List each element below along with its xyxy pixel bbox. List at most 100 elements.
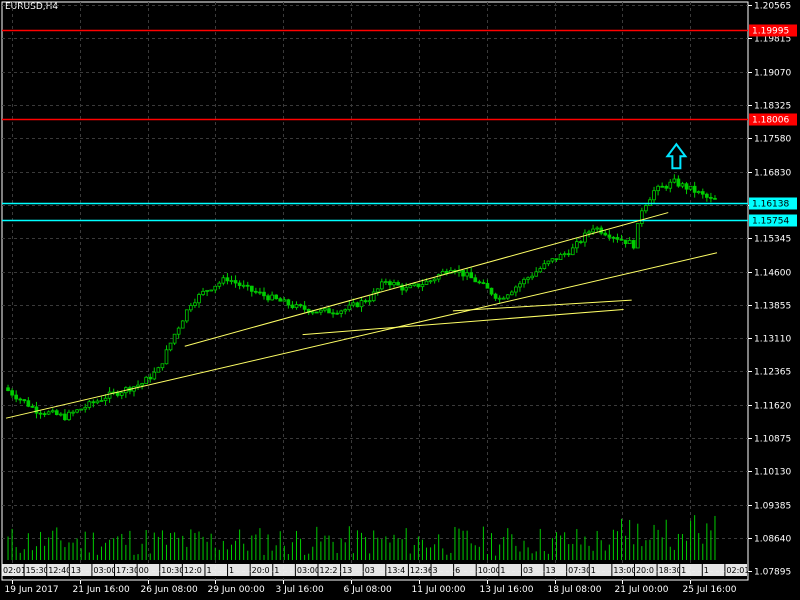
time-label-box bbox=[454, 564, 476, 576]
time-label-box bbox=[160, 564, 182, 576]
up-arrow-icon[interactable] bbox=[665, 142, 688, 170]
candle bbox=[635, 223, 640, 249]
candle bbox=[225, 272, 230, 285]
time-label: 1 bbox=[591, 566, 596, 575]
candle bbox=[359, 297, 364, 312]
candle bbox=[347, 300, 352, 312]
candle bbox=[676, 175, 681, 188]
time-label: 20:0 bbox=[252, 566, 270, 575]
trendline[interactable] bbox=[5, 252, 718, 419]
time-label: 00 bbox=[139, 566, 149, 575]
candle bbox=[111, 388, 116, 396]
candle bbox=[497, 295, 502, 304]
candle bbox=[444, 268, 449, 276]
time-label: 13 bbox=[546, 566, 556, 575]
candle bbox=[103, 394, 108, 406]
candle bbox=[489, 287, 494, 296]
candle bbox=[71, 409, 75, 417]
time-label: 18:30 bbox=[659, 566, 682, 575]
candle bbox=[245, 281, 250, 291]
x-tick-label: 11 Jul 00:00 bbox=[412, 585, 466, 595]
y-tick-label: 1.08640 bbox=[754, 535, 791, 545]
candle bbox=[59, 412, 63, 417]
time-label-box bbox=[228, 564, 250, 576]
candle bbox=[50, 408, 55, 414]
candle bbox=[692, 181, 697, 198]
time-label: 02:01 bbox=[3, 566, 26, 575]
time-label: 13:00 bbox=[613, 566, 636, 575]
candle bbox=[233, 275, 238, 288]
candle bbox=[343, 308, 348, 315]
candle bbox=[282, 297, 287, 302]
candle bbox=[323, 308, 327, 313]
candle bbox=[705, 192, 709, 202]
candle bbox=[379, 278, 384, 291]
time-label-box bbox=[702, 564, 725, 576]
candle bbox=[124, 386, 128, 398]
time-label-box bbox=[657, 564, 680, 576]
time-label-box bbox=[341, 564, 363, 576]
time-label-box bbox=[612, 564, 634, 576]
candle bbox=[481, 279, 486, 285]
price-badge-label: 1.18006 bbox=[752, 116, 789, 126]
candle bbox=[18, 397, 23, 404]
candle bbox=[587, 229, 591, 238]
candle bbox=[152, 367, 157, 381]
y-tick-label: 1.17580 bbox=[754, 135, 791, 145]
candle bbox=[144, 375, 148, 384]
candle bbox=[30, 403, 35, 408]
candle bbox=[575, 237, 579, 253]
candle bbox=[14, 390, 18, 403]
candle bbox=[550, 258, 555, 264]
price-badge bbox=[749, 214, 797, 227]
candle bbox=[570, 243, 575, 256]
time-label: 03:00 bbox=[93, 566, 116, 575]
candle bbox=[209, 289, 213, 292]
time-label: 03:00 bbox=[297, 566, 320, 575]
candle bbox=[522, 277, 526, 288]
time-label: 03 bbox=[365, 566, 375, 575]
x-tick-label: 21 Jun 16:00 bbox=[73, 585, 130, 595]
y-tick-label: 1.15345 bbox=[754, 235, 791, 245]
candle bbox=[229, 275, 234, 285]
candle bbox=[688, 185, 693, 191]
candle bbox=[164, 345, 169, 365]
x-tick-label: 29 Jun 00:00 bbox=[208, 585, 265, 595]
candle bbox=[396, 280, 400, 286]
time-label: 20:0 bbox=[636, 566, 654, 575]
trendline[interactable] bbox=[184, 212, 669, 347]
candle bbox=[172, 333, 177, 346]
time-label: 17:30 bbox=[116, 566, 139, 575]
candle bbox=[461, 270, 465, 281]
price-badge bbox=[749, 24, 797, 37]
candle bbox=[558, 252, 563, 260]
candle bbox=[237, 280, 242, 290]
candle bbox=[327, 306, 331, 314]
candle bbox=[302, 301, 307, 313]
candle bbox=[518, 280, 522, 292]
y-tick-label: 1.07895 bbox=[754, 568, 791, 578]
candle bbox=[335, 310, 339, 315]
candle bbox=[75, 409, 79, 414]
time-label-box bbox=[69, 564, 92, 576]
candle bbox=[684, 182, 689, 195]
trendline[interactable] bbox=[452, 299, 632, 312]
trendline[interactable] bbox=[302, 309, 624, 336]
time-label: 12:36 bbox=[410, 566, 433, 575]
time-label-box bbox=[408, 564, 431, 576]
candle bbox=[274, 294, 279, 300]
y-tick-label: 1.09385 bbox=[754, 502, 791, 512]
candle bbox=[623, 239, 628, 248]
time-label-box bbox=[567, 564, 589, 576]
candle bbox=[22, 399, 27, 404]
candle bbox=[262, 287, 266, 300]
candle bbox=[375, 288, 380, 296]
y-tick-label: 1.16830 bbox=[754, 169, 791, 179]
candle bbox=[160, 363, 165, 371]
time-label-box bbox=[544, 564, 567, 576]
y-tick-label: 1.19070 bbox=[754, 69, 791, 79]
candle bbox=[286, 298, 291, 309]
candle bbox=[388, 279, 392, 290]
candle bbox=[34, 401, 39, 419]
